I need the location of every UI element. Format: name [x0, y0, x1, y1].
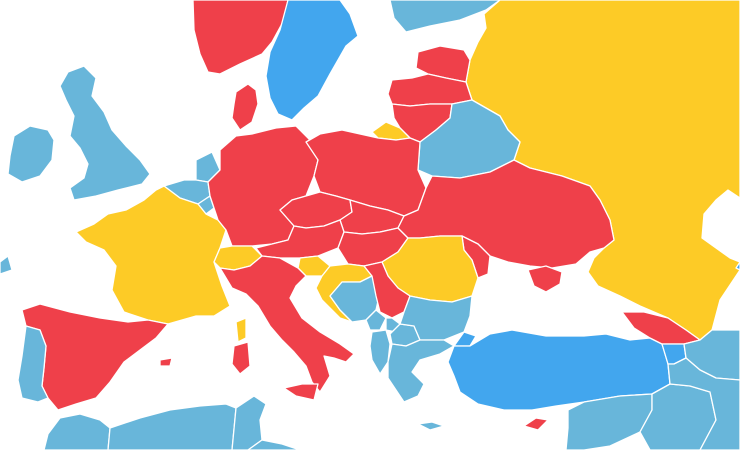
region-sweden[interactable] — [265, 0, 359, 121]
region-albania[interactable] — [369, 329, 391, 375]
region-corsica[interactable] — [235, 317, 247, 343]
region-italy[interactable] — [219, 255, 355, 393]
region-morocco[interactable] — [43, 413, 111, 450]
region-finland[interactable] — [389, 0, 501, 33]
region-bulgaria[interactable] — [399, 295, 473, 341]
region-algeria[interactable] — [107, 403, 237, 450]
region-portugal[interactable] — [17, 325, 49, 403]
region-cyprus[interactable] — [523, 417, 549, 431]
region-libya-egypt[interactable] — [247, 439, 301, 450]
region-denmark[interactable] — [231, 83, 259, 131]
region-austria[interactable] — [255, 219, 345, 259]
region-montenegro[interactable] — [365, 309, 387, 331]
region-sardinia[interactable] — [231, 341, 251, 375]
region-ireland[interactable] — [7, 125, 55, 183]
region-middle-east[interactable] — [667, 357, 740, 450]
region-iceland-edge[interactable] — [0, 255, 13, 275]
region-kazakhstan-edge[interactable] — [735, 261, 740, 271]
region-crimea[interactable] — [527, 265, 563, 293]
region-tunisia[interactable] — [231, 395, 267, 450]
region-crete[interactable] — [417, 421, 445, 431]
region-greece[interactable] — [387, 339, 455, 403]
region-united-kingdom[interactable] — [59, 65, 151, 201]
region-sicily[interactable] — [283, 383, 319, 401]
region-balearic-islands[interactable] — [159, 357, 173, 367]
